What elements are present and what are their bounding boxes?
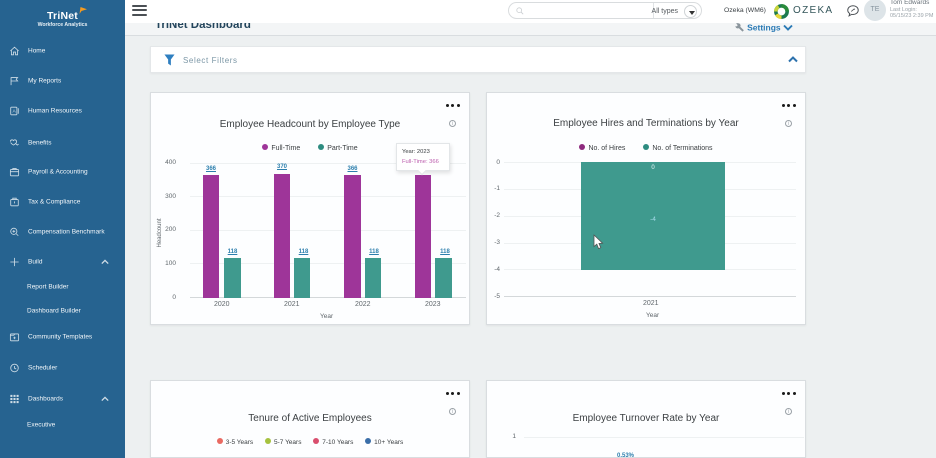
svg-text:A: A: [12, 108, 16, 114]
